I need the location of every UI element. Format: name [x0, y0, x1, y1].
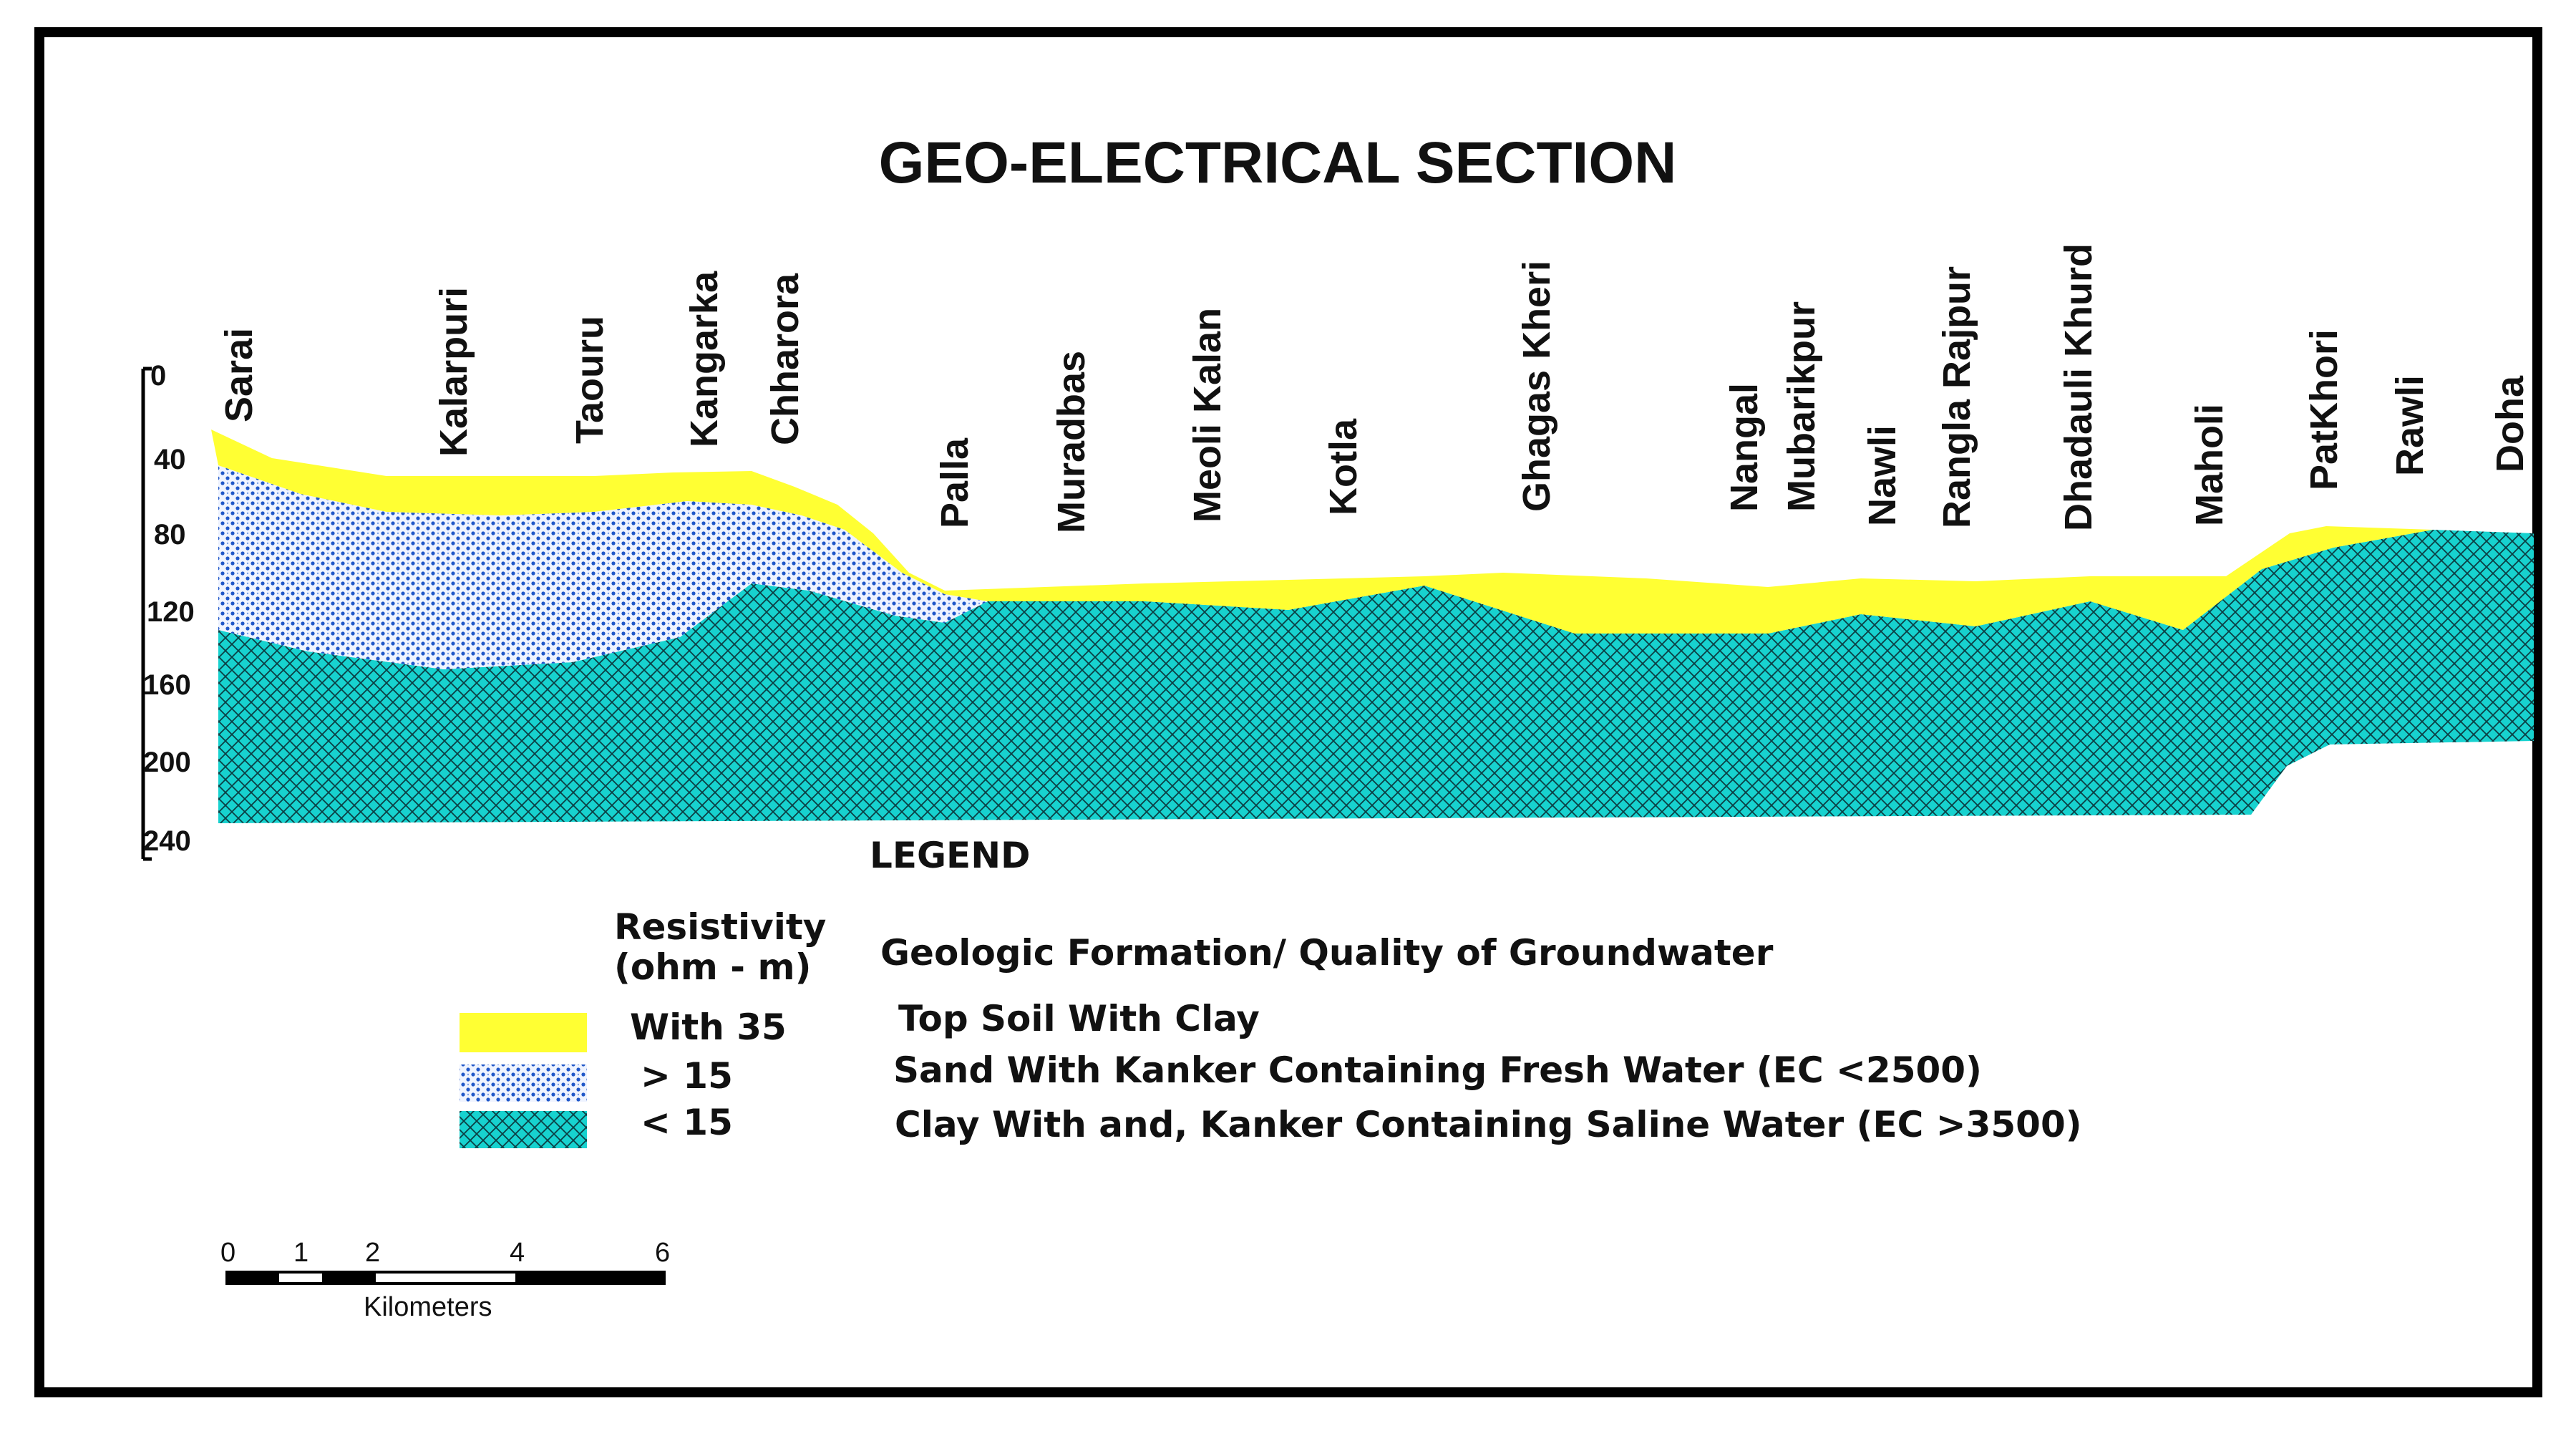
- scale-unit-label: Kilometers: [364, 1292, 492, 1322]
- legend-swatch-clay-saline: [460, 1111, 587, 1148]
- village-label: Sarai: [218, 328, 261, 422]
- village-label: Chharora: [764, 273, 807, 445]
- legend-resistivity-value: < 15: [641, 1102, 733, 1143]
- legend-description: Top Soil With Clay: [898, 998, 1260, 1039]
- village-label: Doha: [2489, 375, 2532, 472]
- village-label: Taouru: [568, 316, 611, 444]
- scale-tick-label: 1: [293, 1238, 308, 1268]
- village-label: Muradbas: [1050, 351, 1093, 533]
- legend-description: Sand With Kanker Containing Fresh Water …: [893, 1049, 1982, 1091]
- scale-tick-label: 2: [365, 1238, 380, 1268]
- depth-tick-label: 40: [154, 444, 186, 475]
- legend-title: LEGEND: [870, 835, 1031, 876]
- legend-swatch-sand-fresh: [460, 1064, 587, 1102]
- legend-resistivity-unit: (ohm - m): [614, 946, 811, 988]
- village-label: Palla: [933, 437, 976, 528]
- village-label: Nangal: [1723, 383, 1766, 512]
- layer-top-soil: [211, 430, 2433, 634]
- legend-formation-header: Geologic Formation/ Quality of Groundwat…: [880, 932, 1774, 974]
- scale-tick-label: 6: [655, 1238, 670, 1268]
- village-label: Kotla: [1322, 418, 1365, 515]
- legend-resistivity-value: > 15: [641, 1055, 733, 1097]
- figure-title: GEO-ELECTRICAL SECTION: [879, 130, 1677, 195]
- village-labels: Sarai Kalarpuri Taouru Kangarka Chharora…: [218, 243, 2532, 533]
- depth-tick-label: 120: [147, 596, 195, 628]
- layer-sand-fresh: [218, 465, 988, 669]
- village-label: Ghagas Kheri: [1515, 261, 1558, 512]
- village-label: Dhadauli Khurd: [2057, 243, 2100, 531]
- legend-swatch-top-soil: [460, 1013, 587, 1052]
- village-label: Kangarka: [683, 271, 726, 447]
- village-label: Meoli Kalan: [1186, 308, 1229, 523]
- cross-section: [211, 430, 2534, 823]
- scale-tick-label: 0: [220, 1238, 235, 1268]
- legend-resistivity-value: With 35: [630, 1006, 787, 1048]
- depth-tick-label: 240: [143, 825, 191, 857]
- village-label: Nawli: [1861, 425, 1904, 526]
- village-label: Rangla Rajpur: [1935, 266, 1978, 528]
- depth-axis: 0 40 80 120 160 200 240: [141, 360, 195, 861]
- village-label: PatKhori: [2303, 329, 2346, 490]
- layer-clay-saline: [218, 530, 2534, 823]
- depth-tick-label: 200: [143, 747, 191, 778]
- depth-tick-label: 80: [154, 519, 186, 550]
- scale-bar: 0 1 2 4 6 Kilometers: [220, 1238, 670, 1322]
- scale-tick-label: 4: [510, 1238, 525, 1268]
- depth-tick-label: 0: [150, 360, 166, 392]
- legend: LEGEND Resistivity (ohm - m) Geologic Fo…: [460, 835, 2082, 1148]
- legend-description: Clay With and, Kanker Containing Saline …: [895, 1104, 2082, 1145]
- village-label: Maholi: [2188, 404, 2231, 526]
- depth-tick-label: 160: [143, 669, 191, 701]
- legend-resistivity-header: Resistivity: [614, 906, 826, 948]
- village-label: Mubarikpur: [1780, 301, 1823, 512]
- village-label: Rawli: [2388, 375, 2431, 476]
- village-label: Kalarpuri: [432, 287, 475, 457]
